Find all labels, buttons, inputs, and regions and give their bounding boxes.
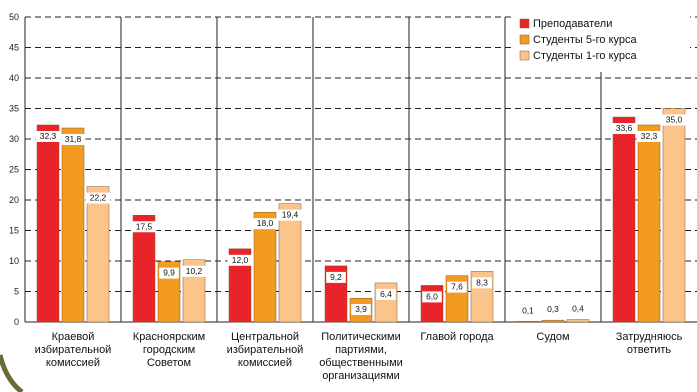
legend-swatch xyxy=(519,18,530,29)
category-label: Краевой избирательной комиссией xyxy=(35,331,112,369)
bar xyxy=(278,203,302,323)
value-label-box xyxy=(131,221,157,233)
value-label: 33,6 xyxy=(616,123,633,133)
category-label: Судом xyxy=(536,331,569,343)
value-label-box xyxy=(85,192,111,204)
y-tick-label: 50 xyxy=(9,12,19,22)
legend-label: Студенты 1-го курса xyxy=(533,50,638,62)
value-label-box xyxy=(661,114,687,126)
bar xyxy=(516,321,540,323)
category-label-line: Центральной xyxy=(231,331,299,343)
value-label: 10,2 xyxy=(186,266,203,276)
value-label-box xyxy=(351,304,371,315)
value-label-box xyxy=(326,271,346,283)
value-label: 0,4 xyxy=(572,304,584,314)
value-label: 32,3 xyxy=(40,131,57,141)
category-label: Центральной избирательной комиссией xyxy=(227,331,304,369)
value-label-box xyxy=(376,288,396,300)
value-label: 22,2 xyxy=(90,193,107,203)
y-tick-label: 30 xyxy=(9,134,19,144)
y-tick-label: 40 xyxy=(9,73,19,83)
value-label: 8,3 xyxy=(476,277,488,287)
value-label: 18,0 xyxy=(257,218,274,228)
legend-label: Преподаватели xyxy=(533,18,612,30)
value-label-box xyxy=(181,265,207,277)
bar xyxy=(61,127,85,323)
value-label: 35,0 xyxy=(666,115,683,125)
value-label: 3,9 xyxy=(355,304,367,314)
legend-label: Студенты 5-го курса xyxy=(533,34,638,46)
value-label-box xyxy=(422,291,442,303)
value-label-box xyxy=(159,267,179,279)
value-label-box xyxy=(277,209,303,221)
y-tick-label: 25 xyxy=(9,165,19,175)
category-label-line: городским xyxy=(143,344,195,356)
value-label: 6,0 xyxy=(426,291,438,301)
category-label-line: Судом xyxy=(536,331,569,343)
value-label: 19,4 xyxy=(282,210,299,220)
bar xyxy=(132,215,156,323)
bar xyxy=(541,319,565,323)
bar xyxy=(662,108,686,323)
category-label-line: организациями xyxy=(322,370,400,382)
value-label: 0,3 xyxy=(547,304,559,314)
y-tick-label: 15 xyxy=(9,226,19,236)
value-label: 32,3 xyxy=(641,131,658,141)
value-label: 9,9 xyxy=(163,268,175,278)
category-label-line: комиссией xyxy=(238,357,292,369)
value-label-box xyxy=(252,218,278,230)
value-label-box xyxy=(447,281,467,293)
value-label: 12,0 xyxy=(232,255,249,265)
category-label-line: Краевой xyxy=(52,331,95,343)
category-label: Затрудняюсь ответить xyxy=(616,331,683,356)
category-label-line: избирательной xyxy=(227,344,304,356)
category-label-line: Главой города xyxy=(420,331,494,343)
y-tick-label: 35 xyxy=(9,104,19,114)
category-label-line: Советом xyxy=(147,357,191,369)
value-label: 7,6 xyxy=(451,282,463,292)
category-label: Главой города xyxy=(420,331,494,343)
value-label-box xyxy=(227,254,253,266)
y-tick-label: 5 xyxy=(14,287,19,297)
value-label-box xyxy=(60,134,86,146)
bar xyxy=(228,248,252,323)
category-label-line: партиями, xyxy=(335,344,387,356)
category-label: Красноярским городским Советом xyxy=(133,331,205,369)
value-label-box xyxy=(636,130,662,142)
bar xyxy=(612,116,636,323)
y-tick-label: 45 xyxy=(9,43,19,53)
value-label: 0,1 xyxy=(522,305,534,315)
y-tick-label: 10 xyxy=(9,256,19,266)
value-label: 31,8 xyxy=(65,134,82,144)
y-tick-label: 0 xyxy=(14,317,19,327)
value-label-box xyxy=(35,130,61,142)
corner-decoration xyxy=(0,354,24,392)
bar xyxy=(566,319,590,323)
category-label-line: общественными xyxy=(319,357,403,369)
category-label-line: Затрудняюсь xyxy=(616,331,683,343)
value-label: 17,5 xyxy=(136,221,153,231)
bar xyxy=(86,186,110,323)
bar xyxy=(637,124,661,323)
legend-box xyxy=(514,16,690,72)
bar xyxy=(253,211,277,323)
y-tick-label: 20 xyxy=(9,195,19,205)
category-label-line: избирательной xyxy=(35,344,112,356)
category-label: Политическими партиями, общественными орган… xyxy=(319,331,403,382)
category-label-line: Красноярским xyxy=(133,331,205,343)
bar xyxy=(36,124,60,323)
category-label-line: комиссией xyxy=(46,357,100,369)
value-label-box xyxy=(472,277,492,289)
value-label: 9,2 xyxy=(330,272,342,282)
value-label-box xyxy=(611,123,637,135)
category-label-line: ответить xyxy=(627,344,672,356)
category-label-line: Политическими xyxy=(321,331,401,343)
legend-swatch xyxy=(519,50,530,61)
value-label: 6,4 xyxy=(380,289,392,299)
legend-swatch xyxy=(519,34,530,45)
